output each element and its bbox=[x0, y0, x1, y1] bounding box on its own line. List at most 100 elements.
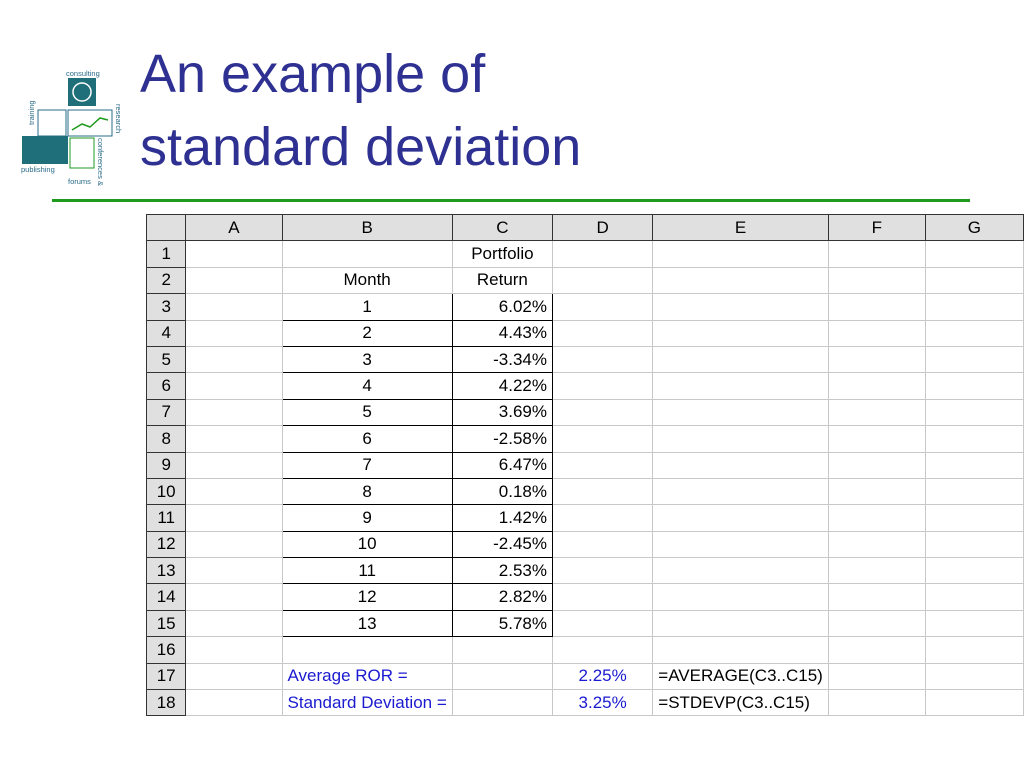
cell: -2.58% bbox=[451, 425, 553, 453]
empty-cell bbox=[551, 266, 654, 295]
empty-cell bbox=[924, 345, 1024, 374]
row-header: 5 bbox=[145, 345, 187, 374]
empty-cell bbox=[185, 530, 283, 559]
empty-cell bbox=[827, 662, 926, 691]
logo-tile bbox=[22, 136, 68, 164]
empty-cell bbox=[451, 662, 553, 691]
empty-cell bbox=[551, 477, 654, 506]
empty-cell bbox=[827, 293, 926, 321]
empty-cell bbox=[827, 477, 926, 506]
cell: 6.47% bbox=[451, 451, 553, 479]
cell: Month bbox=[281, 266, 453, 295]
empty-cell bbox=[185, 662, 283, 691]
logo-tile bbox=[67, 109, 113, 137]
logo-label: training bbox=[27, 100, 36, 125]
corner-cell bbox=[145, 213, 187, 242]
cell: 8 bbox=[281, 477, 453, 506]
row-header: 15 bbox=[145, 609, 187, 638]
empty-cell bbox=[924, 662, 1024, 691]
cell: 5 bbox=[281, 398, 453, 427]
empty-cell bbox=[551, 609, 654, 638]
row-header: 14 bbox=[145, 583, 187, 611]
empty-cell bbox=[185, 372, 283, 400]
empty-cell bbox=[827, 398, 926, 427]
logo-label: conferences & bbox=[96, 138, 105, 186]
empty-cell bbox=[924, 636, 1024, 664]
sheet-row: 3 1 6.02% bbox=[145, 293, 1024, 321]
cell: 4.43% bbox=[451, 319, 553, 347]
empty-cell bbox=[185, 504, 283, 532]
empty-cell bbox=[551, 530, 654, 559]
empty-cell bbox=[185, 425, 283, 453]
logo-tile bbox=[37, 109, 67, 137]
empty-cell bbox=[924, 477, 1024, 506]
empty-cell bbox=[185, 266, 283, 295]
empty-cell bbox=[551, 372, 654, 400]
cell: 3.69% bbox=[451, 398, 553, 427]
empty-cell bbox=[185, 293, 283, 321]
empty-cell bbox=[924, 530, 1024, 559]
row-header: 12 bbox=[145, 530, 187, 559]
empty-cell bbox=[827, 557, 926, 585]
cell: 13 bbox=[281, 609, 453, 638]
empty-cell bbox=[185, 319, 283, 347]
row-header: 8 bbox=[145, 425, 187, 453]
row-header: 3 bbox=[145, 293, 187, 321]
empty-cell bbox=[924, 319, 1024, 347]
cell: 10 bbox=[281, 530, 453, 559]
empty-cell bbox=[652, 266, 829, 295]
sheet-row: 18 Standard Deviation = 3.25% =STDEVP(C3..C… bbox=[145, 689, 1024, 717]
logo-label: research bbox=[114, 104, 123, 133]
empty-cell bbox=[185, 240, 283, 268]
empty-cell bbox=[652, 636, 829, 664]
column-header: G bbox=[924, 213, 1024, 242]
sheet-row: 12 10 -2.45% bbox=[145, 530, 1024, 559]
cell: 11 bbox=[281, 557, 453, 585]
empty-cell bbox=[827, 425, 926, 453]
cell: 4.22% bbox=[451, 372, 553, 400]
empty-cell bbox=[652, 345, 829, 374]
empty-cell bbox=[185, 557, 283, 585]
sheet-row: 1 Portfolio bbox=[145, 240, 1024, 268]
empty-cell bbox=[551, 451, 654, 479]
empty-cell bbox=[827, 689, 926, 717]
column-header: A bbox=[185, 213, 283, 242]
empty-cell bbox=[185, 583, 283, 611]
cell: -3.34% bbox=[451, 345, 553, 374]
empty-cell bbox=[924, 451, 1024, 479]
empty-cell bbox=[652, 372, 829, 400]
sheet-row: 5 3 -3.34% bbox=[145, 345, 1024, 374]
empty-cell bbox=[652, 477, 829, 506]
cell: =STDEVP(C3..C15) bbox=[652, 689, 829, 717]
sheet-row: 9 7 6.47% bbox=[145, 451, 1024, 479]
empty-cell bbox=[827, 240, 926, 268]
empty-cell bbox=[281, 240, 453, 268]
empty-cell bbox=[827, 504, 926, 532]
cell: 1 bbox=[281, 293, 453, 321]
empty-cell bbox=[451, 636, 553, 664]
row-header: 2 bbox=[145, 266, 187, 295]
row-header: 4 bbox=[145, 319, 187, 347]
slide-title: An example of standard deviation bbox=[140, 38, 581, 184]
empty-cell bbox=[551, 293, 654, 321]
spreadsheet: A B C D E F G 1 Portfolio 2 Month Return 3 1 6.02% 4 2 4.… bbox=[145, 213, 1024, 717]
row-header: 1 bbox=[145, 240, 187, 268]
empty-cell bbox=[924, 293, 1024, 321]
empty-cell bbox=[551, 504, 654, 532]
empty-cell bbox=[924, 609, 1024, 638]
empty-cell bbox=[827, 609, 926, 638]
sheet-row: 11 9 1.42% bbox=[145, 504, 1024, 532]
cell: Standard Deviation = bbox=[281, 689, 453, 717]
cell: 2 bbox=[281, 319, 453, 347]
column-header: B bbox=[281, 213, 453, 242]
empty-cell bbox=[652, 583, 829, 611]
cell: 2.82% bbox=[451, 583, 553, 611]
empty-cell bbox=[551, 345, 654, 374]
empty-cell bbox=[652, 293, 829, 321]
empty-cell bbox=[924, 557, 1024, 585]
logo-label: forums bbox=[68, 177, 91, 186]
column-header: E bbox=[652, 213, 829, 242]
sheet-row: 10 8 0.18% bbox=[145, 477, 1024, 506]
logo-tile bbox=[68, 78, 96, 106]
